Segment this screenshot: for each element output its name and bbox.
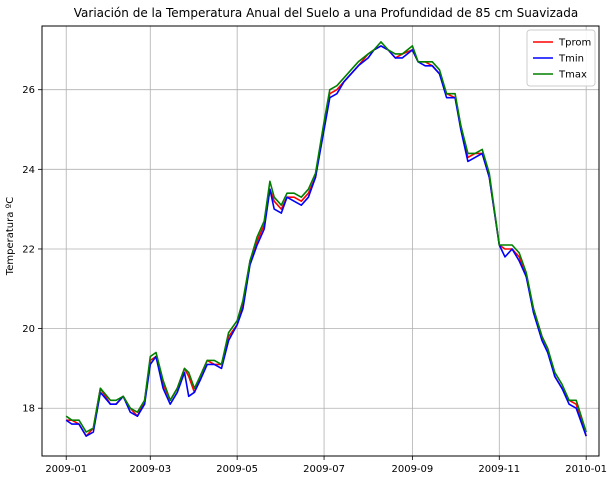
chart-title: Variación de la Temperatura Anual del Su…: [74, 6, 579, 20]
series-line-tmin: [65, 45, 587, 437]
grid: [42, 26, 599, 456]
series-lines: [65, 41, 587, 437]
y-tick-label: 20: [22, 324, 35, 335]
ticks: 2009-01 2009-03 2009-05 2009-07 2009-09 2009-…: [22, 85, 607, 475]
y-tick-label: 26: [22, 85, 35, 96]
x-tick-label: 2009-07: [303, 464, 345, 475]
y-tick-label: 18: [22, 404, 35, 415]
x-tick-label: 2009-05: [216, 464, 258, 475]
y-axis-label: Temperatura ºC: [5, 197, 16, 276]
series-line-tmax: [65, 41, 587, 433]
x-tick-label: 2009-03: [129, 464, 171, 475]
y-tick-label: 24: [22, 165, 35, 176]
plot-frame: [41, 25, 600, 457]
legend-label-tmax: Tmax: [558, 70, 587, 81]
x-tick-label: 2009-11: [478, 464, 520, 475]
legend: Tprom Tmin Tmax: [526, 29, 596, 87]
series-line-tprom: [66, 45, 587, 437]
legend-box: [526, 29, 596, 87]
legend-label-tprom: Tprom: [558, 38, 591, 49]
y-tick-label: 22: [22, 244, 35, 255]
x-tick-label: 2009-09: [391, 464, 433, 475]
x-tick-label: 2009-01: [45, 464, 87, 475]
x-tick-label: 2010-01: [565, 464, 607, 475]
legend-label-tmin: Tmin: [558, 54, 584, 65]
